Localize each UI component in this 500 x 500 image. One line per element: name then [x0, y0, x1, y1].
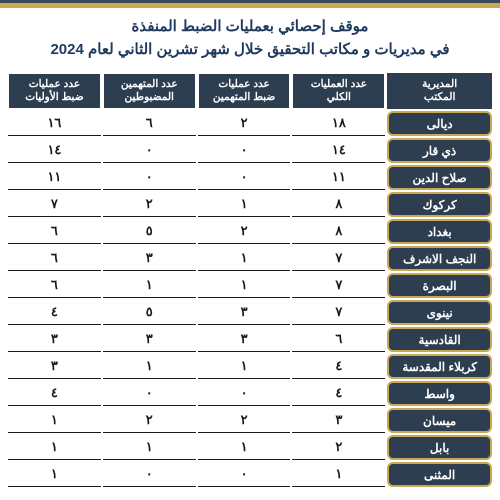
value-cell: ٢	[292, 435, 385, 460]
value-cell: ٦	[8, 273, 101, 298]
value-cell: ٣	[8, 327, 101, 352]
th-primary-ops: عدد عملياتضبط الأوليات	[8, 73, 101, 109]
value-cell: ٦	[103, 111, 196, 136]
directorate-cell: بابل	[387, 435, 492, 460]
value-cell: ١	[198, 246, 291, 271]
value-cell: ١	[292, 462, 385, 487]
table-row: صلاح الدين١١٠٠١١	[8, 165, 492, 190]
table-row: بابل٢١١١	[8, 435, 492, 460]
value-cell: ١	[8, 435, 101, 460]
value-cell: ١٤	[8, 138, 101, 163]
value-cell: ٧	[292, 300, 385, 325]
value-cell: ٦	[8, 246, 101, 271]
title-area: موقف إحصائي بعمليات الضبط المنفذة في مدي…	[0, 8, 500, 71]
table-row: واسط٤٠٠٤	[8, 381, 492, 406]
value-cell: ٢	[198, 408, 291, 433]
table-row: النجف الاشرف٧١٣٦	[8, 246, 492, 271]
value-cell: ١	[103, 273, 196, 298]
directorate-cell: واسط	[387, 381, 492, 406]
value-cell: ٨	[292, 192, 385, 217]
th-total-ops: عدد العملياتالكلي	[292, 73, 385, 109]
value-cell: ٥	[103, 300, 196, 325]
table-row: ذي قار١٤٠٠١٤	[8, 138, 492, 163]
directorate-cell: نينوى	[387, 300, 492, 325]
value-cell: ٠	[103, 381, 196, 406]
value-cell: ٣	[198, 327, 291, 352]
table-row: بغداد٨٢٥٦	[8, 219, 492, 244]
table-wrap: المديريةالمكتب عدد العملياتالكلي عدد عمل…	[0, 71, 500, 489]
top-accent-bar	[0, 0, 500, 8]
value-cell: ١	[198, 354, 291, 379]
value-cell: ٠	[198, 138, 291, 163]
value-cell: ٣	[292, 408, 385, 433]
value-cell: ٦	[292, 327, 385, 352]
directorate-cell: ذي قار	[387, 138, 492, 163]
value-cell: ٤	[8, 300, 101, 325]
value-cell: ١٦	[8, 111, 101, 136]
value-cell: ٧	[8, 192, 101, 217]
title-line-2: في مديريات و مكاتب التحقيق خلال شهر تشري…	[10, 39, 490, 62]
header-row: المديريةالمكتب عدد العملياتالكلي عدد عمل…	[8, 73, 492, 109]
value-cell: ٠	[198, 165, 291, 190]
value-cell: ٤	[292, 354, 385, 379]
value-cell: ٠	[198, 381, 291, 406]
value-cell: ٠	[103, 165, 196, 190]
directorate-cell: بغداد	[387, 219, 492, 244]
table-row: كركوك٨١٢٧	[8, 192, 492, 217]
value-cell: ١	[103, 435, 196, 460]
value-cell: ١	[8, 462, 101, 487]
th-directorate: المديريةالمكتب	[387, 73, 492, 109]
value-cell: ٣	[8, 354, 101, 379]
value-cell: ١	[198, 192, 291, 217]
value-cell: ٠	[198, 462, 291, 487]
value-cell: ٢	[103, 192, 196, 217]
table-row: ميسان٣٢٢١	[8, 408, 492, 433]
value-cell: ٢	[103, 408, 196, 433]
table-row: البصرة٧١١٦	[8, 273, 492, 298]
value-cell: ١٨	[292, 111, 385, 136]
value-cell: ٥	[103, 219, 196, 244]
value-cell: ١	[198, 435, 291, 460]
table-body: ديالى١٨٢٦١٦ذي قار١٤٠٠١٤صلاح الدين١١٠٠١١ك…	[8, 111, 492, 487]
value-cell: ١	[8, 408, 101, 433]
value-cell: ٤	[8, 381, 101, 406]
value-cell: ٤	[292, 381, 385, 406]
directorate-cell: المثنى	[387, 462, 492, 487]
table-row: كربلاء المقدسة٤١١٣	[8, 354, 492, 379]
directorate-cell: كركوك	[387, 192, 492, 217]
value-cell: ٠	[103, 138, 196, 163]
value-cell: ٧	[292, 246, 385, 271]
value-cell: ٣	[198, 300, 291, 325]
directorate-cell: ميسان	[387, 408, 492, 433]
directorate-cell: ديالى	[387, 111, 492, 136]
table-row: القادسية٦٣٣٣	[8, 327, 492, 352]
stats-table: المديريةالمكتب عدد العملياتالكلي عدد عمل…	[6, 71, 494, 489]
directorate-cell: صلاح الدين	[387, 165, 492, 190]
value-cell: ٢	[198, 111, 291, 136]
value-cell: ١١	[8, 165, 101, 190]
value-cell: ٦	[8, 219, 101, 244]
value-cell: ٣	[103, 246, 196, 271]
title-line-1: موقف إحصائي بعمليات الضبط المنفذة	[10, 16, 490, 39]
value-cell: ٧	[292, 273, 385, 298]
value-cell: ٠	[103, 462, 196, 487]
value-cell: ١	[198, 273, 291, 298]
directorate-cell: النجف الاشرف	[387, 246, 492, 271]
value-cell: ١	[103, 354, 196, 379]
table-row: المثنى١٠٠١	[8, 462, 492, 487]
directorate-cell: كربلاء المقدسة	[387, 354, 492, 379]
directorate-cell: القادسية	[387, 327, 492, 352]
table-row: ديالى١٨٢٦١٦	[8, 111, 492, 136]
directorate-cell: البصرة	[387, 273, 492, 298]
value-cell: ٢	[198, 219, 291, 244]
th-accused-count: عدد المتهمينالمضبوطين	[103, 73, 196, 109]
value-cell: ٨	[292, 219, 385, 244]
value-cell: ١١	[292, 165, 385, 190]
th-accused-ops: عدد عملياتضبط المتهمين	[198, 73, 291, 109]
table-row: نينوى٧٣٥٤	[8, 300, 492, 325]
value-cell: ٣	[103, 327, 196, 352]
value-cell: ١٤	[292, 138, 385, 163]
